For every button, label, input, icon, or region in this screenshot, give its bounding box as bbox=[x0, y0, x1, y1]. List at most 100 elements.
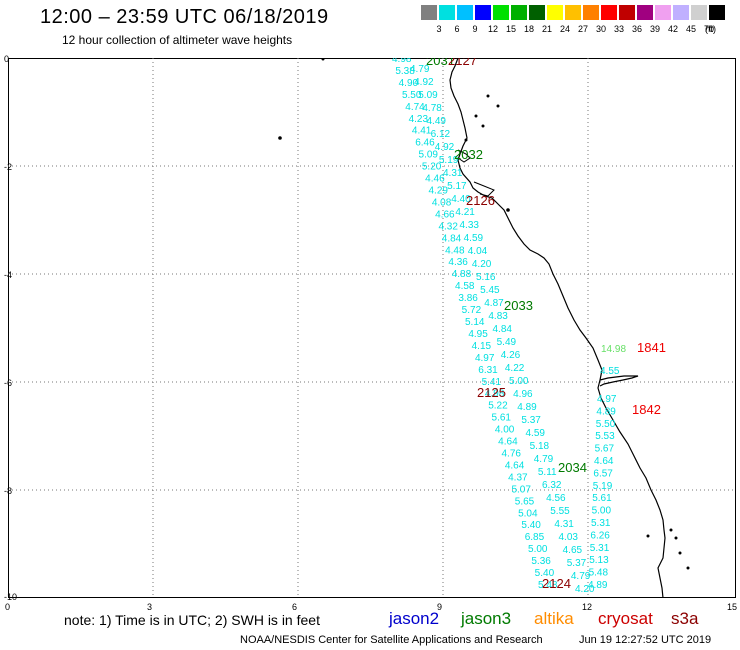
swh-value: 5.61 bbox=[592, 493, 612, 504]
colorbar-label: 24 bbox=[559, 24, 570, 34]
island bbox=[474, 114, 478, 118]
swh-value: 4.87 bbox=[484, 298, 504, 309]
swh-value: 6.57 bbox=[593, 468, 613, 479]
colorbar-label: 3 bbox=[436, 24, 442, 34]
colorbar-label: 6 bbox=[454, 24, 460, 34]
swh-value: 5.31 bbox=[591, 518, 611, 529]
colorbar-swatch bbox=[529, 5, 545, 20]
swh-value: 4.46 bbox=[425, 174, 445, 185]
page-subtitle: 12 hour collection of altimeter wave hei… bbox=[62, 33, 293, 47]
swh-value: 4.31 bbox=[554, 519, 574, 530]
swh-value: 5.38 bbox=[395, 66, 415, 77]
swh-value: 4.79 bbox=[410, 64, 430, 75]
colorbar-swatch bbox=[511, 5, 527, 20]
swh-value: 5.16 bbox=[476, 272, 496, 283]
x-tick-label: 12 bbox=[582, 602, 593, 612]
swh-value: 6.31 bbox=[478, 365, 498, 376]
island bbox=[496, 104, 500, 108]
swh-value: 5.22 bbox=[488, 401, 508, 412]
swh-value: 5.07 bbox=[511, 484, 531, 495]
bay-shoreline bbox=[599, 375, 639, 387]
legend-jason3: jason3 bbox=[461, 609, 512, 628]
colorbar-swatch bbox=[619, 5, 635, 20]
swh-value: 5.13 bbox=[589, 555, 609, 566]
island bbox=[506, 208, 510, 212]
colorbar-unit: (ft) bbox=[705, 24, 716, 34]
swh-value: 4.84 bbox=[493, 324, 513, 335]
pass-time-label: 2126 bbox=[466, 193, 495, 208]
credit-line: NOAA/NESDIS Center for Satellite Applica… bbox=[240, 634, 543, 646]
legend-cryosat: cryosat bbox=[598, 609, 653, 628]
shoreline-detail bbox=[457, 149, 495, 197]
swh-value: 5.37 bbox=[521, 415, 541, 426]
swh-value: 4.03 bbox=[559, 532, 579, 543]
swh-value: 5.00 bbox=[528, 544, 548, 555]
swh-value: 5.19 bbox=[593, 481, 613, 492]
colorbar-label: 9 bbox=[472, 24, 478, 34]
colorbar-label: 18 bbox=[523, 24, 534, 34]
swh-value: 4.31 bbox=[443, 168, 463, 179]
swh-value: 4.88 bbox=[452, 269, 472, 280]
y-tick-label: 0 bbox=[4, 54, 10, 64]
swh-value: 4.23 bbox=[409, 114, 429, 125]
swh-value: 4.89 bbox=[596, 406, 616, 417]
swh-value: 4.64 bbox=[594, 456, 614, 467]
island bbox=[678, 551, 682, 555]
swh-value: 4.04 bbox=[468, 246, 488, 257]
swh-value: 5.09 bbox=[418, 90, 438, 101]
colorbar-swatch bbox=[547, 5, 563, 20]
swh-value: 6.26 bbox=[590, 530, 610, 541]
swh-value: 4.48 bbox=[445, 245, 465, 256]
swh-value: 4.92 bbox=[435, 142, 455, 153]
swh-value: 4.37 bbox=[508, 472, 528, 483]
colorbar-label: 39 bbox=[649, 24, 660, 34]
swh-value: 4.97 bbox=[597, 394, 617, 405]
x-tick-label: 6 bbox=[292, 602, 298, 612]
x-tick-label: 3 bbox=[147, 602, 153, 612]
y-tick-label: -2 bbox=[4, 162, 13, 172]
island bbox=[464, 138, 468, 142]
colorbar-label: 30 bbox=[595, 24, 606, 34]
swh-value: 4.49 bbox=[427, 116, 447, 127]
swh-value: 4.32 bbox=[438, 221, 458, 232]
islands bbox=[278, 58, 690, 570]
swh-value: 4.33 bbox=[460, 220, 480, 231]
swh-value: 5.48 bbox=[538, 580, 558, 591]
swh-value: 4.92 bbox=[414, 77, 434, 88]
swh-value: 4.20 bbox=[472, 259, 492, 270]
swh-value: 4.59 bbox=[464, 233, 484, 244]
colorbar-swatch bbox=[493, 5, 509, 20]
colorbar-label: 45 bbox=[685, 24, 696, 34]
swh-value: 4.64 bbox=[505, 460, 525, 471]
swh-value: 5.67 bbox=[595, 444, 615, 455]
colorbar-swatch bbox=[565, 5, 581, 20]
island bbox=[321, 58, 325, 61]
swh-value: 5.40 bbox=[521, 520, 541, 531]
swh-value: 4.41 bbox=[412, 126, 432, 137]
swh-value: 5.37 bbox=[567, 558, 587, 569]
page-title: 12:00 – 23:59 UTC 06/18/2019 bbox=[40, 6, 329, 28]
map-plot: 4.985.384.905.504.744.234.416.465.095.20… bbox=[8, 58, 736, 598]
colorbar-swatch bbox=[637, 5, 653, 20]
swh-value: 5.61 bbox=[492, 413, 512, 424]
pass-time-label: 2124 bbox=[542, 576, 571, 591]
colorbar-swatch bbox=[673, 5, 689, 20]
swh-value: 4.55 bbox=[600, 366, 620, 377]
swh-value: 5.18 bbox=[530, 441, 550, 452]
colorbar-label: 33 bbox=[613, 24, 624, 34]
pass-time-label: 1842 bbox=[632, 402, 661, 417]
colorbar-label: 12 bbox=[487, 24, 498, 34]
island bbox=[278, 136, 282, 140]
swh-value: 4.89 bbox=[588, 580, 608, 591]
legend-jason2: jason2 bbox=[389, 609, 440, 628]
pass-time-label: 1841 bbox=[637, 340, 666, 355]
swh-value: 4.40 bbox=[451, 194, 471, 205]
swh-value: 5.50 bbox=[402, 90, 422, 101]
pass-time-label: 2127 bbox=[448, 58, 477, 68]
swh-value: 5.04 bbox=[518, 508, 538, 519]
swh-value: 4.98 bbox=[485, 389, 505, 400]
swh-value: 5.09 bbox=[419, 150, 439, 161]
island bbox=[486, 94, 490, 98]
swh-value: 5.31 bbox=[590, 543, 610, 554]
swh-value: 4.26 bbox=[501, 350, 521, 361]
